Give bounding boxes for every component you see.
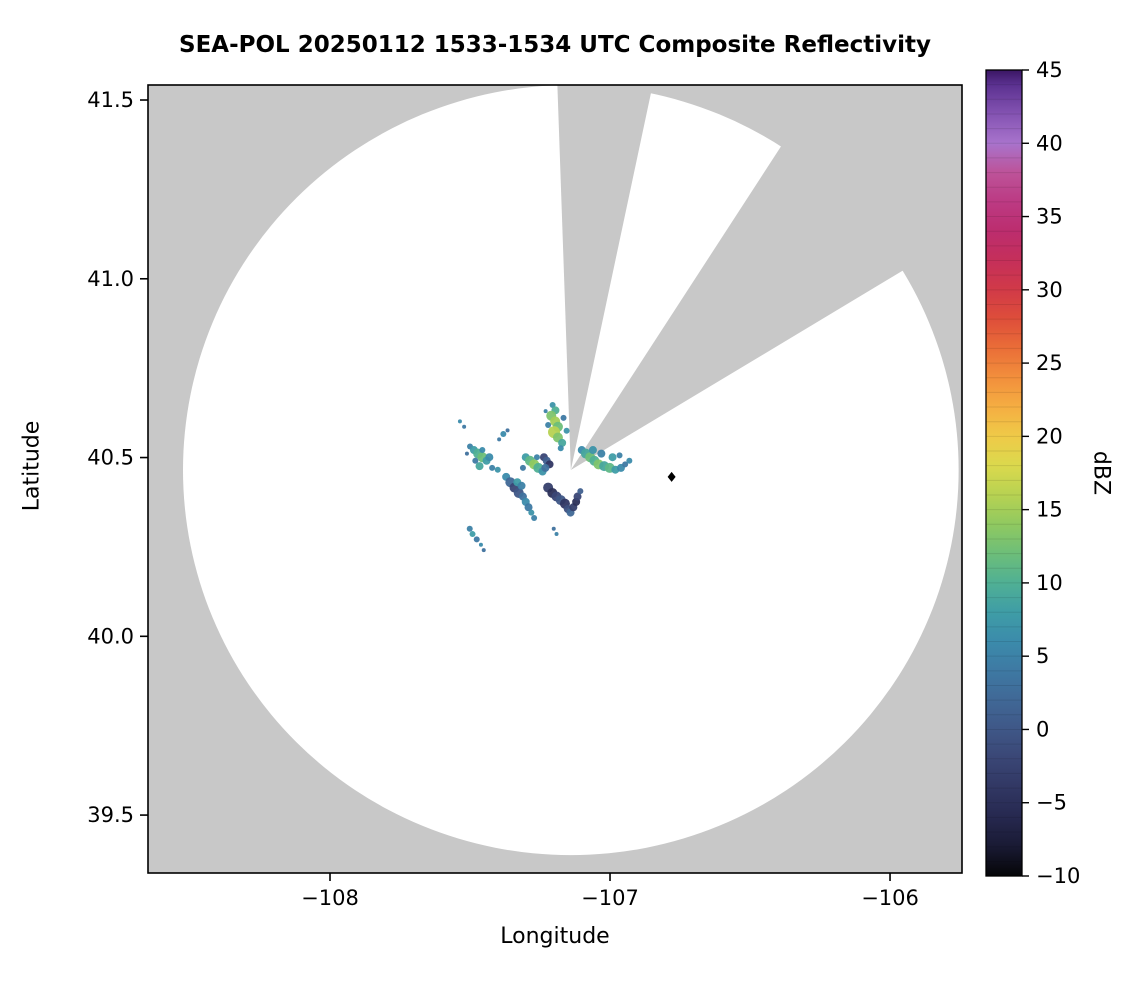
colorbar-tick-label: 20 <box>1036 424 1063 448</box>
y-tick-label: 40.0 <box>87 624 134 648</box>
echo-point <box>485 453 494 462</box>
echo-point <box>500 430 507 437</box>
echo-point <box>466 525 473 532</box>
echo-point <box>622 461 629 468</box>
blocked-sector <box>570 85 962 471</box>
echo-point <box>560 414 567 421</box>
y-tick-label: 41.0 <box>87 267 134 291</box>
plot-content <box>183 85 962 856</box>
echo-point <box>497 437 502 442</box>
colorbar-tick-label: 10 <box>1036 571 1063 595</box>
echo-point <box>462 424 467 429</box>
colorbar-tick-label: 35 <box>1036 205 1063 229</box>
location-marker <box>667 471 676 482</box>
echo-point <box>554 532 559 537</box>
x-axis-label: Longitude <box>500 924 610 949</box>
reflectivity-echoes <box>457 401 633 553</box>
echo-point <box>616 452 623 459</box>
echo-point <box>524 503 533 512</box>
x-tick-label: −107 <box>581 886 639 910</box>
echo-point <box>478 542 483 547</box>
colorbar-tick-label: −5 <box>1036 791 1067 815</box>
echo-point <box>481 548 486 553</box>
echo-point <box>457 419 462 424</box>
echo-point <box>528 509 535 516</box>
colorbar-tick-label: 30 <box>1036 278 1063 302</box>
echo-point <box>577 488 584 495</box>
colorbar: 45 40 35 30 25 20 15 10 5 0 −5 −10 <box>985 58 1080 888</box>
y-axis-label: Latitude <box>19 420 45 512</box>
axes-frame <box>147 84 963 874</box>
colorbar-tick-label: −10 <box>1036 864 1080 888</box>
x-tick-label: −108 <box>301 886 359 910</box>
echo-point <box>494 466 501 473</box>
echo-point <box>464 451 469 456</box>
echo-point <box>541 463 550 472</box>
colorbar-tick-label: 15 <box>1036 498 1063 522</box>
echo-point <box>533 454 540 461</box>
echo-point <box>475 462 484 471</box>
echo-point <box>558 438 567 447</box>
echo-point <box>597 449 606 458</box>
colorbar-tick-label: 5 <box>1036 644 1049 668</box>
echo-point <box>557 445 564 452</box>
echo-point <box>563 427 570 434</box>
echo-point <box>551 526 556 531</box>
echo-point <box>549 401 556 408</box>
chart-title: SEA-POL 20250112 1533-1534 UTC Composite… <box>179 32 931 58</box>
colorbar-label: dBZ <box>1088 450 1114 496</box>
colorbar-tick-label: 0 <box>1036 717 1049 741</box>
echo-point <box>545 422 552 429</box>
y-tick-label: 39.5 <box>87 803 134 827</box>
echo-point <box>588 446 597 455</box>
colorbar-frame <box>985 69 1023 877</box>
echo-point <box>469 531 476 538</box>
colorbar-tick-label: 45 <box>1036 58 1063 82</box>
y-tick-label: 40.5 <box>87 446 134 470</box>
echo-point <box>479 447 486 454</box>
echo-point <box>517 481 526 490</box>
blocked-sector <box>557 85 653 471</box>
echo-point <box>531 514 538 521</box>
colorbar-gradient <box>986 70 1022 876</box>
echo-point <box>472 457 479 464</box>
echo-point <box>473 536 480 543</box>
echo-point <box>505 428 510 433</box>
colorbar-tick-label: 40 <box>1036 131 1063 155</box>
echo-point <box>573 492 582 501</box>
echo-point <box>626 457 633 464</box>
colorbar-tick-label: 25 <box>1036 351 1063 375</box>
y-tick-label: 41.5 <box>87 88 134 112</box>
echo-point <box>519 464 526 471</box>
echo-point <box>489 464 496 471</box>
echo-point <box>543 409 548 414</box>
echo-point <box>608 453 617 462</box>
x-tick-label: −106 <box>861 886 919 910</box>
